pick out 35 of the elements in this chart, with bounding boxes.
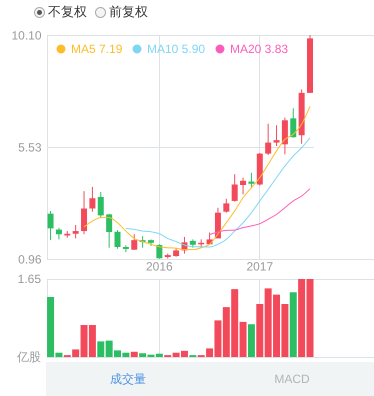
text: MACD	[274, 372, 310, 386]
candlestick	[248, 172, 254, 188]
candlestick	[131, 234, 138, 250]
candlestick	[265, 123, 272, 156]
x-tick-label: 2016	[146, 260, 174, 274]
candlestick	[106, 213, 112, 248]
legend-label: MA10 5.90	[147, 42, 206, 56]
bar	[290, 292, 297, 357]
legend-label: MA20 3.83	[230, 42, 288, 56]
candlestick	[290, 108, 296, 138]
text: 前复权	[109, 3, 148, 21]
candlestick	[114, 230, 121, 250]
y-tick-label: 0.96	[18, 252, 42, 266]
y-tick-label: 10.10	[11, 28, 42, 42]
candlestick	[56, 227, 62, 240]
bar	[130, 352, 138, 357]
text: 1.65	[18, 272, 42, 286]
text: 成交量	[110, 370, 146, 388]
candlestick	[240, 177, 246, 195]
x-tick-label: 2017	[246, 260, 274, 274]
y-tick-label: 5.53	[18, 140, 42, 154]
candlestick	[72, 224, 79, 239]
bar	[248, 324, 255, 357]
line-series	[209, 188, 311, 235]
candlestick	[232, 174, 238, 202]
candlestick	[98, 192, 104, 218]
candlestick	[89, 186, 96, 212]
candlestick	[223, 198, 230, 214]
candlestick	[48, 210, 54, 241]
candlestick	[274, 124, 280, 147]
text: 亿股	[16, 350, 41, 364]
candlestick	[156, 244, 162, 260]
legend-label: MA5 7.19	[71, 42, 123, 56]
text: 不复权	[48, 3, 87, 21]
candlestick	[81, 190, 88, 235]
